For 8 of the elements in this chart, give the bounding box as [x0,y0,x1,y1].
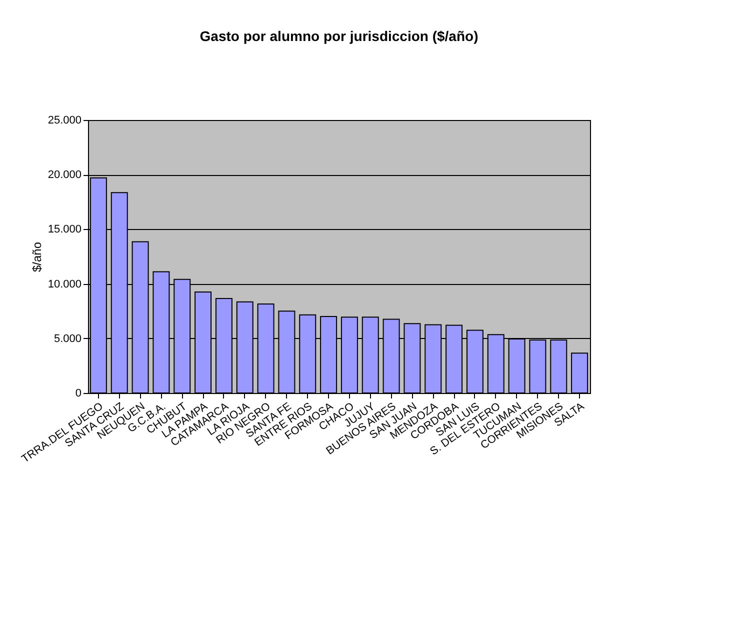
y-tick-label: 10.000 [48,278,82,290]
y-tick-label: 15.000 [48,224,82,236]
y-axis-title: $/año [30,242,44,272]
chart-title: Gasto por alumno por jurisdiccion ($/año) [200,28,478,44]
y-tick-label: 0 [75,388,82,400]
y-tick-label: 5.000 [54,332,82,345]
y-tick-label: 20.000 [48,169,82,182]
y-tick-label: 25.000 [48,114,82,126]
